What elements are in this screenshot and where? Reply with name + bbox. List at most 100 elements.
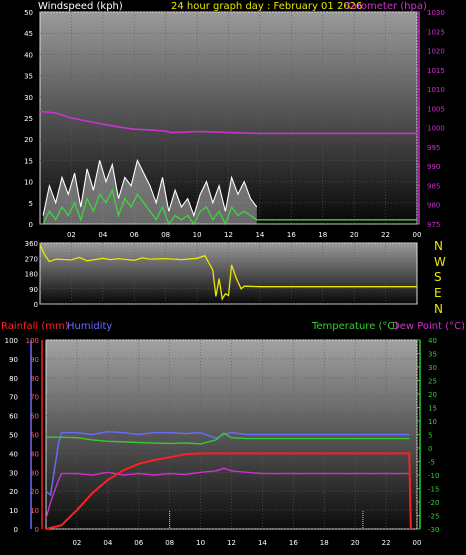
windspeed-tick-label: 20 xyxy=(24,136,33,144)
windspeed-tick-label: 40 xyxy=(24,51,33,59)
compass-label-n-top: N xyxy=(434,239,443,253)
temperature-tick-label: 25 xyxy=(428,378,437,386)
chart-title: 24 hour graph day : February 01 2026 xyxy=(171,1,362,12)
hour-tick-label: 16 xyxy=(287,231,296,239)
humidity-tick-label: 0 xyxy=(14,526,18,534)
hour-tick-label: 04 xyxy=(98,231,107,239)
rainfall-tick-label: 90 xyxy=(30,356,39,364)
windspeed-tick-label: 30 xyxy=(24,94,33,102)
rainfall-tick-label: 60 xyxy=(30,413,39,421)
humidity-tick-label: 70 xyxy=(9,394,18,402)
barometer-line xyxy=(39,110,417,135)
temperature-tick-label: 40 xyxy=(428,337,437,345)
barometer-tick-label: 975 xyxy=(427,221,440,229)
temperature-tick-label: 15 xyxy=(428,405,437,413)
rainfall-line xyxy=(45,452,412,530)
rainfall-tick-label: 20 xyxy=(30,488,39,496)
humidity-tick-label: 60 xyxy=(9,413,18,421)
hour-tick-label: 06 xyxy=(130,231,139,239)
hour-tick-label: 20 xyxy=(350,231,359,239)
hour-tick-label: 18 xyxy=(320,539,329,547)
rainfall-tick-label: 100 xyxy=(26,337,39,345)
temperature-tick-label: 35 xyxy=(428,351,437,359)
hour-tick-label: 20 xyxy=(351,539,360,547)
compass-label-n-bottom: N xyxy=(434,302,443,316)
windspeed-tick-label: 45 xyxy=(24,30,33,38)
compass-label-s: S xyxy=(434,270,442,284)
hour-tick-label: 18 xyxy=(318,231,327,239)
hour-tick-label: 14 xyxy=(255,231,264,239)
hour-tick-label: 22 xyxy=(381,231,390,239)
barometer-tick-label: 1020 xyxy=(427,48,445,56)
hour-tick-label: 16 xyxy=(289,539,298,547)
humidity-line xyxy=(45,430,410,497)
humidity-tick-label: 50 xyxy=(9,432,18,440)
humidity-tick-label: 90 xyxy=(9,356,18,364)
hour-tick-label: 06 xyxy=(134,539,143,547)
compass-label-e: E xyxy=(434,286,442,300)
temperature-tick-label: 0 xyxy=(428,445,432,453)
rainfall-tick-label: 10 xyxy=(30,507,39,515)
direction-tick-label: 90 xyxy=(29,286,38,294)
barometer-tick-label: 995 xyxy=(427,144,440,152)
hour-tick-label: 00 xyxy=(413,539,422,547)
windspeed-tick-label: 0 xyxy=(29,221,33,229)
humidity-tick-label: 100 xyxy=(5,337,18,345)
direction-tick-label: 270 xyxy=(25,255,38,263)
windspeed-tick-label: 5 xyxy=(29,200,33,208)
barometer-tick-label: 1030 xyxy=(427,9,445,17)
barometer-axis-title: Barometer (hpa) xyxy=(344,1,427,12)
humidity-tick-label: 80 xyxy=(9,375,18,383)
hour-tick-label: 02 xyxy=(67,231,76,239)
compass-label-w: W xyxy=(434,255,446,269)
windspeed-axis-title: Windspeed (kph) xyxy=(38,1,123,12)
rainfall-tick-label: 0 xyxy=(35,526,39,534)
temperature-tick-label: -15 xyxy=(428,486,439,494)
temperature-tick-label: 5 xyxy=(428,432,432,440)
hour-tick-label: 08 xyxy=(165,539,174,547)
rainfall-tick-label: 70 xyxy=(30,394,39,402)
windspeed-tick-label: 25 xyxy=(24,115,33,123)
hour-tick-label: 10 xyxy=(196,539,205,547)
temperature-tick-label: -5 xyxy=(428,459,435,467)
wind-average-line xyxy=(42,188,417,226)
temperature-tick-label: 10 xyxy=(428,418,437,426)
barometer-tick-label: 985 xyxy=(427,182,440,190)
hour-tick-label: 12 xyxy=(227,539,236,547)
dew-point-line xyxy=(45,467,410,519)
hour-tick-label: 14 xyxy=(258,539,267,547)
hour-tick-label: 02 xyxy=(72,539,81,547)
direction-tick-label: 0 xyxy=(34,301,38,309)
temperature-tick-label: -25 xyxy=(428,513,439,521)
barometer-tick-label: 990 xyxy=(427,163,440,171)
direction-tick-label: 360 xyxy=(25,240,38,248)
temperature-tick-label: -30 xyxy=(428,526,439,534)
rainfall-tick-label: 30 xyxy=(30,469,39,477)
humidity-axis-title: Humidity xyxy=(67,321,112,332)
rainfall-axis-title: Rainfall (mm) xyxy=(1,321,69,332)
hour-tick-label: 00 xyxy=(413,231,422,239)
windspeed-tick-label: 10 xyxy=(24,179,33,187)
temperature-tick-label: -20 xyxy=(428,499,439,507)
hour-tick-label: 22 xyxy=(382,539,391,547)
hour-tick-label: 04 xyxy=(103,539,112,547)
barometer-tick-label: 1005 xyxy=(427,105,445,113)
humidity-tick-label: 40 xyxy=(9,450,18,458)
barometer-tick-label: 1025 xyxy=(427,28,445,36)
windspeed-line xyxy=(42,158,258,218)
direction-tick-label: 180 xyxy=(25,271,38,279)
temperature-tick-label: -10 xyxy=(428,472,439,480)
rainfall-tick-label: 50 xyxy=(30,432,39,440)
wind-direction-line xyxy=(39,244,417,301)
rainfall-tick-label: 80 xyxy=(30,375,39,383)
temperature-tick-label: 20 xyxy=(428,391,437,399)
temperature-axis-title: Temperature (°C) xyxy=(311,321,398,332)
hour-tick-label: 12 xyxy=(224,231,233,239)
rainfall-tick-label: 40 xyxy=(30,450,39,458)
temperature-tick-label: 30 xyxy=(428,364,437,372)
barometer-tick-label: 1015 xyxy=(427,67,445,75)
wind-direction-panel: 0 90 180 270 360 xyxy=(25,240,418,309)
